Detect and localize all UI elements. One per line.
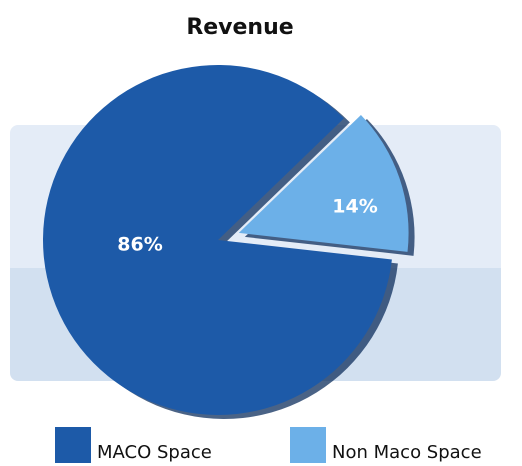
- data-label: 86%: [117, 234, 162, 256]
- legend-swatch: [55, 427, 91, 463]
- legend-label: MACO Space: [97, 442, 212, 463]
- legend: MACO Space Non Maco Space: [55, 427, 482, 463]
- pie: 86% 14%: [43, 65, 415, 419]
- legend-label: Non Maco Space: [332, 442, 482, 463]
- pie-slice: [43, 65, 392, 415]
- data-label: 14%: [332, 196, 377, 218]
- chart-title: Revenue: [186, 15, 293, 40]
- legend-swatch: [290, 427, 326, 463]
- pie-slice: [238, 114, 409, 252]
